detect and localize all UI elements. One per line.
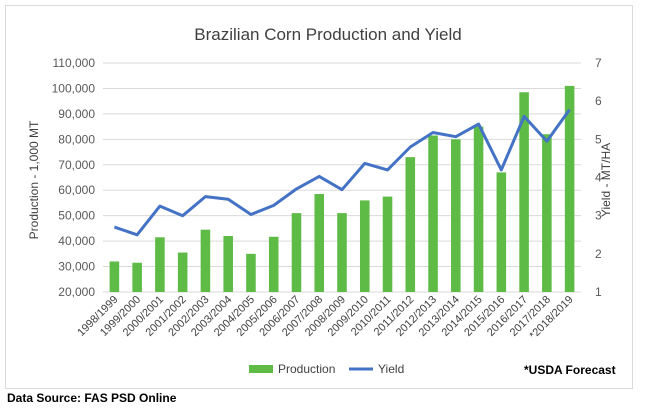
left-tick-label: 80,000 (58, 132, 95, 146)
left-tick-label: 70,000 (58, 158, 95, 172)
production-bar (200, 229, 211, 292)
production-bar (337, 213, 347, 292)
right-tick-label: 3 (595, 209, 602, 223)
right-tick-label: 5 (595, 132, 602, 146)
forecast-annotation: *USDA Forecast (524, 363, 616, 377)
production-bars (109, 85, 575, 293)
production-bar (519, 92, 529, 292)
production-bar (155, 237, 165, 292)
legend: Production Yield (249, 362, 404, 376)
production-bar (132, 262, 142, 292)
left-tick-label: 40,000 (58, 234, 95, 248)
production-bar (451, 139, 461, 292)
production-bar (428, 135, 438, 292)
chart-title: Brazilian Corn Production and Yield (194, 25, 461, 44)
left-tick-label: 20,000 (58, 285, 95, 299)
left-tick-label: 30,000 (58, 260, 95, 274)
left-axis-title: Production - 1,000 MT (27, 120, 41, 239)
production-bar (473, 126, 484, 292)
legend-label-production: Production (278, 362, 335, 376)
left-tick-label: 100,000 (52, 81, 96, 95)
production-bar (564, 85, 575, 293)
left-tick-label: 110,000 (53, 56, 96, 70)
production-bar (109, 261, 120, 292)
right-tick-label: 4 (595, 171, 602, 185)
left-axis-ticks: 20,000 30,000 40,000 50,000 60,000 70,000 80,0… (52, 56, 96, 299)
production-bar (177, 252, 188, 292)
production-bar (246, 253, 256, 292)
right-tick-label: 6 (595, 94, 602, 108)
left-tick-label: 90,000 (58, 107, 95, 121)
production-bar (496, 172, 507, 292)
combo-chart: Brazilian Corn Production and Yield 20,0… (27, 25, 616, 377)
production-bar (268, 236, 279, 292)
left-tick-label: 50,000 (58, 209, 95, 223)
production-bar (223, 236, 233, 292)
data-source-note: Data Source: FAS PSD Online (7, 391, 177, 405)
legend-label-yield: Yield (378, 362, 404, 376)
chart-frame: Brazilian Corn Production and Yield 20,0… (5, 5, 633, 389)
right-axis-title: Yield - MT/HA (599, 143, 613, 217)
right-axis-ticks: 1 2 3 4 5 6 7 (595, 56, 602, 299)
left-tick-label: 60,000 (58, 183, 95, 197)
x-axis-ticks: 1998/19991999/20002000/20012001/20022002… (75, 294, 575, 342)
right-tick-label: 7 (595, 56, 602, 70)
production-bar (405, 157, 416, 292)
legend-swatch-production (249, 365, 273, 373)
right-tick-label: 1 (595, 285, 602, 299)
production-bar (359, 200, 370, 292)
production-bar (291, 213, 302, 292)
right-tick-label: 2 (595, 247, 602, 261)
production-bar (314, 194, 325, 292)
yield-line (113, 108, 571, 237)
production-bar (542, 134, 552, 292)
yield-line-group (113, 108, 571, 237)
production-bar (382, 196, 393, 292)
